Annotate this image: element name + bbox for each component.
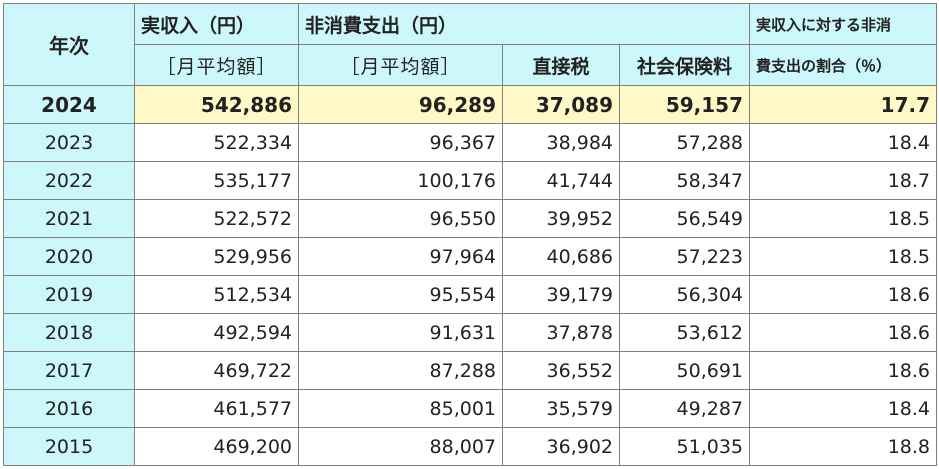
cell-nonconsumption: 96,367 — [298, 123, 503, 162]
cell-year: 2022 — [3, 161, 135, 200]
cell-ratio: 18.5 — [749, 237, 938, 276]
header-nonconsumption-sub: ［月平均額］ — [298, 44, 503, 86]
cell-direct-tax: 40,686 — [502, 237, 620, 276]
header-year: 年次 — [3, 3, 135, 86]
cell-direct-tax: 38,984 — [502, 123, 620, 162]
cell-year: 2023 — [3, 123, 135, 162]
cell-year: 2019 — [3, 275, 135, 314]
header-income: 実収入（円） — [134, 3, 299, 45]
table-row-highlight: 2024 542,886 96,289 37,089 59,157 17.7 — [3, 85, 938, 124]
cell-direct-tax: 36,552 — [502, 351, 620, 390]
cell-income: 522,334 — [134, 123, 299, 162]
table-row: 2019 512,534 95,554 39,179 56,304 18.6 — [3, 275, 938, 314]
cell-ratio: 18.6 — [749, 275, 938, 314]
header-nonconsumption: 非消費支出（円） — [297, 3, 751, 45]
cell-social-insurance: 53,612 — [618, 313, 751, 352]
table-row: 2017 469,722 87,288 36,552 50,691 18.6 — [3, 351, 938, 390]
cell-nonconsumption: 96,289 — [298, 85, 503, 124]
cell-direct-tax: 36,902 — [502, 427, 620, 466]
cell-year: 2021 — [3, 199, 135, 238]
cell-social-insurance: 57,288 — [618, 123, 751, 162]
cell-direct-tax: 35,579 — [502, 389, 620, 428]
cell-income: 492,594 — [134, 313, 299, 352]
table-row: 2018 492,594 91,631 37,878 53,612 18.6 — [3, 313, 938, 352]
cell-nonconsumption: 95,554 — [298, 275, 503, 314]
cell-income: 469,722 — [134, 351, 299, 390]
table-row: 2016 461,577 85,001 35,579 49,287 18.4 — [3, 389, 938, 428]
cell-year: 2017 — [3, 351, 135, 390]
cell-ratio: 18.5 — [749, 199, 938, 238]
cell-ratio: 18.6 — [749, 351, 938, 390]
cell-social-insurance: 58,347 — [618, 161, 751, 200]
table-row: 2022 535,177 100,176 41,744 58,347 18.7 — [3, 161, 938, 200]
cell-ratio: 18.6 — [749, 313, 938, 352]
cell-year: 2015 — [3, 427, 135, 466]
header-ratio-line1: 実収入に対する非消 — [749, 3, 938, 45]
cell-nonconsumption: 91,631 — [298, 313, 503, 352]
cell-social-insurance: 49,287 — [618, 389, 751, 428]
table-row: 2023 522,334 96,367 38,984 57,288 18.4 — [3, 123, 938, 162]
cell-direct-tax: 39,179 — [502, 275, 620, 314]
cell-nonconsumption: 87,288 — [298, 351, 503, 390]
cell-social-insurance: 59,157 — [618, 85, 751, 124]
cell-nonconsumption: 96,550 — [298, 199, 503, 238]
cell-direct-tax: 37,089 — [502, 85, 620, 124]
cell-nonconsumption: 88,007 — [298, 427, 503, 466]
cell-social-insurance: 56,549 — [618, 199, 751, 238]
cell-ratio: 18.4 — [749, 123, 938, 162]
cell-social-insurance: 50,691 — [618, 351, 751, 390]
table-row: 2021 522,572 96,550 39,952 56,549 18.5 — [3, 199, 938, 238]
cell-direct-tax: 39,952 — [502, 199, 620, 238]
table-row: 2015 469,200 88,007 36,902 51,035 18.8 — [3, 427, 938, 466]
cell-ratio: 18.4 — [749, 389, 938, 428]
header-ratio-line2: 費支出の割合（％） — [749, 44, 938, 86]
cell-social-insurance: 56,304 — [618, 275, 751, 314]
cell-nonconsumption: 97,964 — [298, 237, 503, 276]
cell-income: 469,200 — [134, 427, 299, 466]
cell-nonconsumption: 85,001 — [298, 389, 503, 428]
cell-year: 2016 — [3, 389, 135, 428]
table-row: 2020 529,956 97,964 40,686 57,223 18.5 — [3, 237, 938, 276]
cell-income: 522,572 — [134, 199, 299, 238]
household-income-table: 年次 実収入（円） 非消費支出（円） 実収入に対する非消 ［月平均額］ ［月平均… — [3, 3, 938, 466]
cell-income: 461,577 — [134, 389, 299, 428]
cell-income: 542,886 — [134, 85, 299, 124]
cell-income: 512,534 — [134, 275, 299, 314]
header-social-insurance: 社会保険料 — [618, 44, 751, 86]
header-income-sub: ［月平均額］ — [134, 44, 299, 86]
header-direct-tax: 直接税 — [502, 44, 620, 86]
cell-direct-tax: 37,878 — [502, 313, 620, 352]
cell-ratio: 18.7 — [749, 161, 938, 200]
cell-income: 535,177 — [134, 161, 299, 200]
cell-social-insurance: 51,035 — [618, 427, 751, 466]
cell-year: 2020 — [3, 237, 135, 276]
cell-ratio: 18.8 — [749, 427, 938, 466]
cell-year: 2018 — [3, 313, 135, 352]
cell-income: 529,956 — [134, 237, 299, 276]
cell-ratio: 17.7 — [749, 85, 938, 124]
cell-social-insurance: 57,223 — [618, 237, 751, 276]
cell-year: 2024 — [3, 85, 135, 124]
cell-nonconsumption: 100,176 — [298, 161, 503, 200]
cell-direct-tax: 41,744 — [502, 161, 620, 200]
